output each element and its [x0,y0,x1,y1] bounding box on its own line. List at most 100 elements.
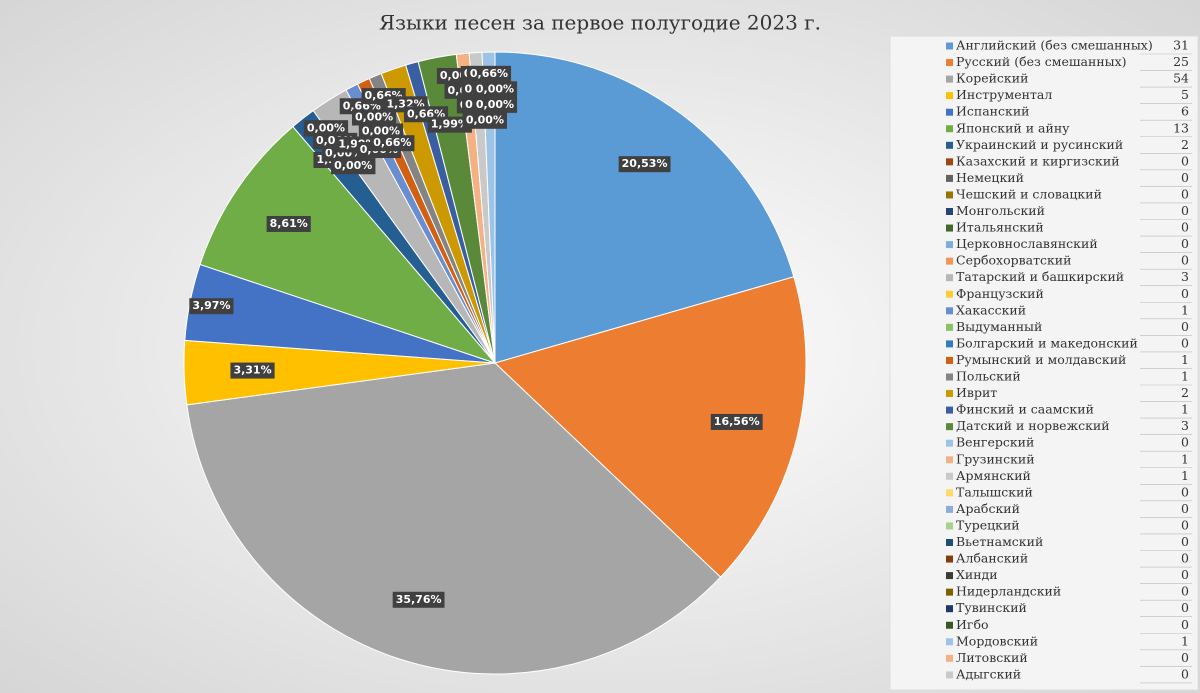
legend-swatch [946,42,953,50]
legend-swatch [946,588,953,596]
data-label-text: 0,00% [355,110,393,123]
legend-count: 0 [1181,617,1189,632]
legend-label: Татарский и башкирский [956,269,1124,284]
legend-label: Инструментал [956,87,1052,102]
legend-label: Хинди [956,567,998,582]
data-label-text: 0,00% [307,121,345,134]
legend-swatch [946,489,953,497]
legend-swatch [946,671,953,679]
data-label-text: 0,00% [476,82,514,95]
data-label-box [189,298,234,315]
legend-label: Испанский [956,104,1030,119]
legend-count: 1 [1181,302,1189,317]
data-label-box [370,135,415,152]
legend-count: 0 [1181,567,1189,582]
legend-count: 0 [1181,551,1189,566]
legend-count: 2 [1181,137,1189,152]
legend-label: Талышский [956,484,1033,499]
legend-swatch [946,191,953,199]
legend-label: Болгарский и македонский [956,335,1138,350]
legend-count: 31 [1173,38,1189,53]
legend-label: Игбо [956,617,989,632]
data-label: 0,00% [351,109,397,126]
pie-slice [494,51,795,364]
legend-count: 3 [1181,418,1189,433]
legend-label: Арабский [956,501,1020,516]
legend-swatch [946,141,953,149]
legend-swatch [946,208,953,215]
data-label-text: 0,66% [373,136,411,149]
legend-label: Чешский и словацкий [956,186,1102,201]
legend-count: 1 [1181,468,1189,483]
legend-swatch [946,390,953,398]
legend-label: Финский и саамский [956,402,1094,417]
legend-count: 0 [1181,484,1189,499]
pie [183,51,807,675]
data-label: 16,56% [710,413,763,430]
data-label: 0,00% [462,112,507,129]
chart-title: Языки песен за первое полугодие 2023 г. [379,11,821,35]
legend-swatch [946,290,953,298]
data-label-box [472,96,518,113]
legend-swatch [946,323,953,331]
data-label-box [303,120,349,137]
data-label-text: 35,76% [396,593,442,606]
legend-count: 0 [1181,236,1189,251]
legend-swatch [946,274,953,282]
legend-count: 0 [1181,335,1189,350]
data-label: 1,99% [427,116,472,133]
legend-label: Корейский [956,71,1028,86]
legend-swatch [946,108,953,116]
data-label-text: 0,00% [466,114,504,127]
data-label-box [466,65,512,82]
legend-label: Тувинский [956,600,1027,615]
legend-count: 0 [1181,203,1189,218]
legend-swatch [946,605,953,613]
legend-label: Албанский [956,551,1028,566]
data-label-text: 1,99% [431,118,469,131]
legend-count: 13 [1173,120,1189,135]
data-label-box [710,413,763,430]
legend-swatch [946,621,953,629]
legend-box [889,35,1199,691]
legend-label: Церковнославянский [956,236,1098,251]
legend-count: 2 [1181,385,1189,400]
legend-swatch [946,439,953,447]
legend-swatch [946,356,953,364]
legend-count: 0 [1181,517,1189,532]
data-label: 35,76% [392,591,445,608]
data-label-text: 16,56% [714,415,760,428]
legend-count: 0 [1181,501,1189,516]
legend-swatch [946,472,953,480]
data-label-box [266,215,311,232]
legend-swatch [946,373,953,381]
data-label: 0,00% [303,120,349,137]
data-label-box [392,591,445,608]
legend-label: Венгерский [956,435,1034,450]
data-label: 3,97% [189,298,234,315]
data-label-box [462,112,507,129]
pie-slice [494,276,807,578]
legend-swatch [946,125,953,133]
legend-swatch [946,75,953,83]
legend-label: Выдуманный [956,319,1042,334]
legend-count: 0 [1181,666,1189,681]
data-label-box [230,362,275,379]
legend-count: 3 [1181,269,1189,284]
pie-slice [199,125,497,365]
legend-count: 1 [1181,352,1189,367]
data-label: 0,66% [466,65,512,82]
legend-swatch [946,340,953,348]
legend-label: Украинский и русинский [956,137,1123,152]
legend-swatch [946,241,953,249]
data-label-text: 0,00% [334,159,372,172]
legend-label: Армянский [956,468,1031,483]
legend-label: Мордовский [956,633,1038,648]
data-label-text: 20,53% [622,157,668,170]
legend-swatch [946,638,953,646]
legend-swatch [946,59,953,67]
legend-count: 6 [1181,104,1189,119]
data-label: 0,00% [472,96,518,113]
data-label: 0,00% [472,81,518,98]
